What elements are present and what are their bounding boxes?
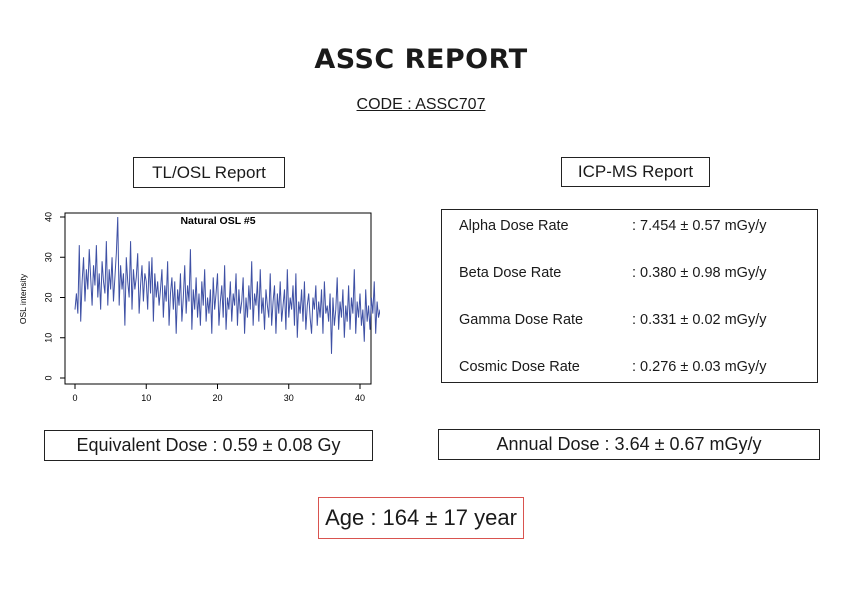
x-tick-label: 40 bbox=[355, 393, 365, 403]
tl-osl-report-label: TL/OSL Report bbox=[133, 157, 285, 188]
dose-rate-name: Cosmic Dose Rate bbox=[459, 359, 580, 375]
x-tick-label: 20 bbox=[212, 393, 222, 403]
dose-rate-value: : 0.276 ± 0.03 mGy/y bbox=[632, 359, 767, 375]
age-result-box: Age : 164 ± 17 year bbox=[318, 497, 524, 539]
osl-chart: Natural OSL #5 OSL intensity 0 10 20 30 40 0… bbox=[18, 212, 380, 403]
report-code: CODE : ASSC707 bbox=[356, 96, 486, 113]
y-tick-label: 30 bbox=[43, 252, 53, 262]
series-line bbox=[74, 216, 380, 354]
y-tick-label: 20 bbox=[43, 292, 53, 302]
y-tick-label: 40 bbox=[43, 212, 53, 222]
chart-title: Natural OSL #5 bbox=[180, 215, 255, 227]
dose-rate-value: : 0.380 ± 0.98 mGy/y bbox=[632, 265, 767, 281]
dose-rate-value: : 0.331 ± 0.02 mGy/y bbox=[632, 312, 767, 328]
equivalent-dose-box: Equivalent Dose : 0.59 ± 0.08 Gy bbox=[44, 430, 373, 461]
y-axis-label: OSL intensity bbox=[18, 273, 28, 324]
dose-rate-name: Beta Dose Rate bbox=[459, 265, 562, 281]
dose-rate-table: Alpha Dose Rate : 7.454 ± 0.57 mGy/y Bet… bbox=[441, 209, 818, 383]
x-tick-label: 10 bbox=[141, 393, 151, 403]
dose-rate-value: : 7.454 ± 0.57 mGy/y bbox=[632, 218, 767, 234]
annual-dose-box: Annual Dose : 3.64 ± 0.67 mGy/y bbox=[438, 429, 820, 460]
dose-rate-name: Alpha Dose Rate bbox=[459, 218, 569, 234]
y-tick-label: 0 bbox=[43, 375, 53, 380]
x-tick-label: 30 bbox=[284, 393, 294, 403]
x-tick-label: 0 bbox=[72, 393, 77, 403]
y-tick-label: 10 bbox=[43, 333, 53, 343]
x-axis: 0 10 20 30 40 bbox=[72, 383, 365, 403]
y-axis: 0 10 20 30 40 bbox=[43, 212, 66, 381]
icp-ms-report-label: ICP-MS Report bbox=[561, 157, 710, 187]
dose-rate-name: Gamma Dose Rate bbox=[459, 312, 584, 328]
report-title: ASSC REPORT bbox=[314, 44, 528, 75]
